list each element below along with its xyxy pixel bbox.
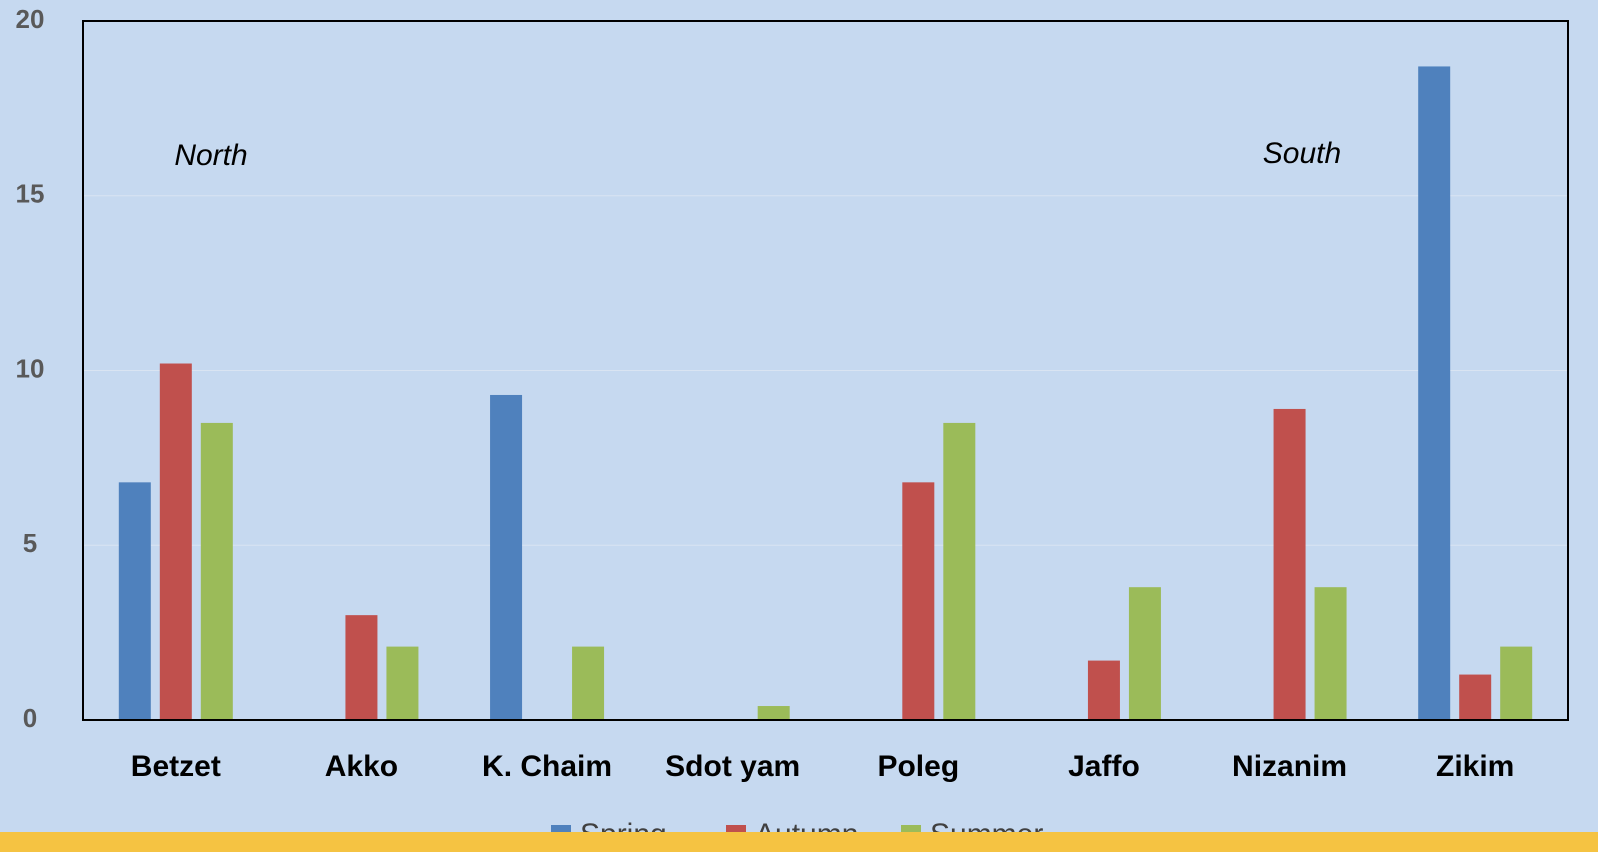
bar (386, 646, 419, 720)
bar (1418, 66, 1451, 720)
x-tick-label: Betzet (131, 750, 221, 783)
x-tick-label: Jaffo (1068, 750, 1140, 783)
y-tick-label: 0 (23, 703, 37, 733)
x-tick-label: Sdot yam (665, 750, 800, 783)
bar (902, 482, 935, 720)
bar (1128, 587, 1161, 720)
bar (1459, 674, 1492, 720)
bar (1273, 408, 1306, 720)
bar (943, 422, 976, 720)
bar (118, 482, 151, 720)
bar (1500, 646, 1533, 720)
y-tick-label: 20 (16, 4, 45, 34)
y-tick-label: 10 (16, 353, 45, 383)
annotation: South (1263, 137, 1341, 170)
y-tick-label: 15 (16, 179, 45, 209)
bar (490, 394, 523, 720)
bar (345, 615, 378, 720)
x-tick-label: Zikim (1436, 750, 1514, 783)
y-tick-label: 5 (23, 528, 37, 558)
bar (1087, 660, 1120, 720)
x-tick-label: K. Chaim (482, 750, 612, 783)
bottom-bar (0, 832, 1598, 852)
bar (200, 422, 233, 720)
x-tick-label: Nizanim (1232, 750, 1347, 783)
x-tick-label: Akko (325, 750, 398, 783)
bar (757, 706, 790, 720)
bar (1314, 587, 1347, 720)
annotation: North (174, 139, 247, 172)
x-tick-label: Poleg (877, 750, 959, 783)
bar (572, 646, 605, 720)
bar (159, 363, 192, 720)
